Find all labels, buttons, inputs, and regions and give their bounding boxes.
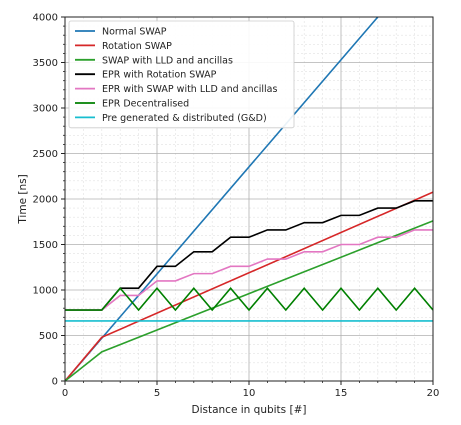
legend-label: EPR with Rotation SWAP bbox=[102, 70, 217, 81]
series-line-swap-with-lld-and-ancillas bbox=[65, 220, 433, 381]
x-tick-label: 5 bbox=[154, 388, 160, 399]
y-tick-label: 4000 bbox=[33, 13, 58, 24]
legend-label: Rotation SWAP bbox=[102, 41, 172, 52]
series-line-epr-with-rotation-swap bbox=[65, 200, 433, 311]
x-tick-label: 10 bbox=[243, 388, 256, 399]
legend-label: Normal SWAP bbox=[102, 27, 167, 38]
legend: Normal SWAP Rotation SWAP SWAP with LLD an… bbox=[68, 20, 295, 129]
legend-label: SWAP with LLD and ancillas bbox=[102, 55, 233, 66]
axis-ticks: 0 5 10 15 20 0 500 1000 1500 2000 2500 3000 3500 4000 bbox=[33, 13, 440, 400]
y-tick-label: 3000 bbox=[33, 104, 58, 115]
series-line-rotation-swap bbox=[65, 191, 433, 381]
legend-box bbox=[68, 20, 295, 129]
legend-label: EPR Decentralised bbox=[102, 99, 189, 110]
x-axis-title: Distance in qubits [#] bbox=[192, 404, 307, 416]
y-tick-label: 1500 bbox=[33, 240, 58, 251]
legend-label: EPR with SWAP with LLD and ancillas bbox=[102, 84, 277, 95]
y-tick-label: 2500 bbox=[33, 149, 58, 160]
y-tick-label: 1000 bbox=[33, 286, 58, 297]
x-tick-label: 0 bbox=[62, 388, 68, 399]
series-layer bbox=[65, 17, 433, 381]
y-axis-title: Time [ns] bbox=[17, 174, 29, 224]
y-tick-label: 2000 bbox=[33, 195, 58, 206]
series-line-epr-with-swap-with-lld-and-ancillas bbox=[65, 229, 433, 311]
series-line-epr-decentralised bbox=[65, 286, 433, 312]
x-tick-label: 15 bbox=[335, 388, 348, 399]
y-tick-label: 0 bbox=[52, 377, 58, 388]
legend-label: Pre generated & distributed (G&D) bbox=[102, 113, 267, 124]
x-tick-label: 20 bbox=[427, 388, 440, 399]
y-tick-label: 500 bbox=[39, 331, 58, 342]
y-tick-label: 3500 bbox=[33, 58, 58, 69]
